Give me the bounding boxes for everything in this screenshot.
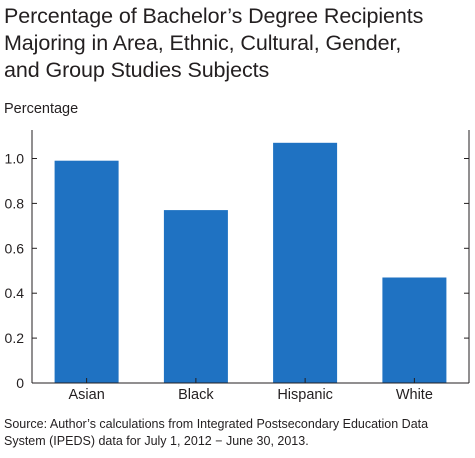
y-tick-label: 0.2 (5, 330, 25, 346)
x-tick-label: Asian (68, 387, 104, 403)
source-note: Source: Author’s calculations from Integ… (4, 417, 429, 448)
bar-chart: 0 0.2 0.4 0.6 0.8 1.0 Asian Black Hispanic White (5, 130, 470, 403)
bar-hispanic (273, 142, 338, 383)
x-tick-label: Black (178, 387, 214, 403)
y-tick-label: 0.8 (5, 195, 25, 211)
chart-title: Percentage of Bachelor’s Degree Recipien… (4, 4, 424, 82)
y-axis-ticks: 0 0.2 0.4 0.6 0.8 1.0 (5, 151, 469, 391)
bar-white (382, 277, 447, 383)
y-axis-label: Percentage (4, 101, 79, 117)
y-tick-label: 0.4 (5, 285, 25, 301)
x-tick-label: Hispanic (277, 387, 333, 403)
bar-black (163, 210, 228, 383)
x-axis-labels: Asian Black Hispanic White (68, 378, 433, 403)
y-tick-label: 1.0 (5, 151, 25, 167)
y-tick-label: 0.6 (5, 240, 25, 256)
y-tick-label: 0 (16, 375, 24, 391)
x-tick-label: White (396, 387, 433, 403)
bar-asian (54, 160, 119, 383)
bars (54, 142, 447, 383)
